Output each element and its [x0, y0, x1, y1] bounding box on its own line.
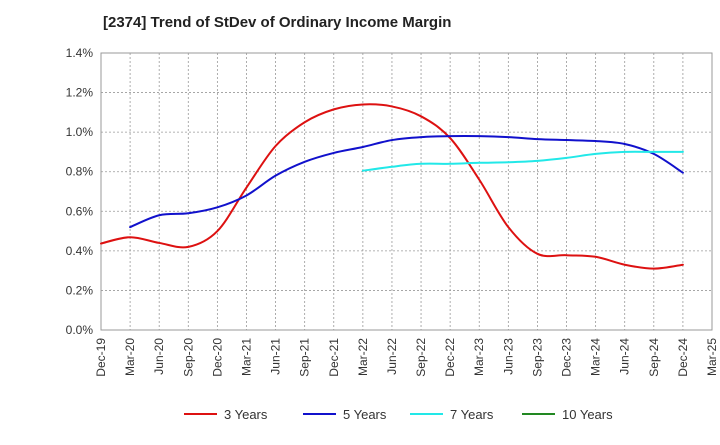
- y-tick-label: 0.8%: [66, 165, 94, 179]
- series-line-3: [361, 150, 684, 172]
- x-tick-label: Dec-24: [676, 338, 690, 377]
- x-tick-label: Mar-21: [239, 338, 253, 376]
- chart-title: [2374] Trend of StDev of Ordinary Income…: [103, 14, 452, 31]
- legend-label: 5 Years: [343, 407, 387, 422]
- y-tick-label: 1.0%: [66, 125, 94, 139]
- y-tick-label: 0.0%: [66, 323, 94, 337]
- x-tick-label: Dec-22: [443, 338, 457, 377]
- x-tick-label: Jun-20: [152, 338, 166, 375]
- x-tick-label: Jun-23: [501, 338, 515, 375]
- x-tick-label: Jun-24: [618, 338, 632, 375]
- plot-area: [100, 52, 713, 331]
- x-tick-label: Dec-21: [327, 338, 341, 377]
- x-tick-label: Sep-21: [298, 338, 312, 377]
- x-tick-label: Sep-20: [181, 338, 195, 377]
- x-tick-label: Dec-20: [210, 338, 224, 377]
- x-tick-label: Mar-25: [705, 338, 719, 376]
- x-tick-label: Jun-22: [385, 338, 399, 375]
- x-tick-label: Mar-24: [589, 338, 603, 376]
- series-line-1: [100, 103, 684, 270]
- x-tick-label: Sep-24: [647, 338, 661, 377]
- y-tick-label: 0.6%: [66, 204, 94, 218]
- x-tick-label: Dec-23: [560, 338, 574, 377]
- x-tick-label: Sep-22: [414, 338, 428, 377]
- y-tick-label: 0.2%: [66, 283, 94, 297]
- x-tick-label: Dec-19: [94, 338, 108, 377]
- x-tick-label: Mar-23: [472, 338, 486, 376]
- legend-label: 10 Years: [562, 407, 613, 422]
- x-tick-label: Jun-21: [269, 338, 283, 375]
- legend-label: 7 Years: [450, 407, 494, 422]
- series-line-2: [129, 134, 684, 229]
- x-tick-label: Sep-23: [530, 338, 544, 377]
- y-tick-label: 1.4%: [66, 46, 94, 60]
- y-tick-label: 1.2%: [66, 86, 94, 100]
- legend-label: 3 Years: [224, 407, 268, 422]
- y-tick-label: 0.4%: [66, 244, 94, 258]
- x-tick-label: Mar-20: [123, 338, 137, 376]
- x-tick-label: Mar-22: [356, 338, 370, 376]
